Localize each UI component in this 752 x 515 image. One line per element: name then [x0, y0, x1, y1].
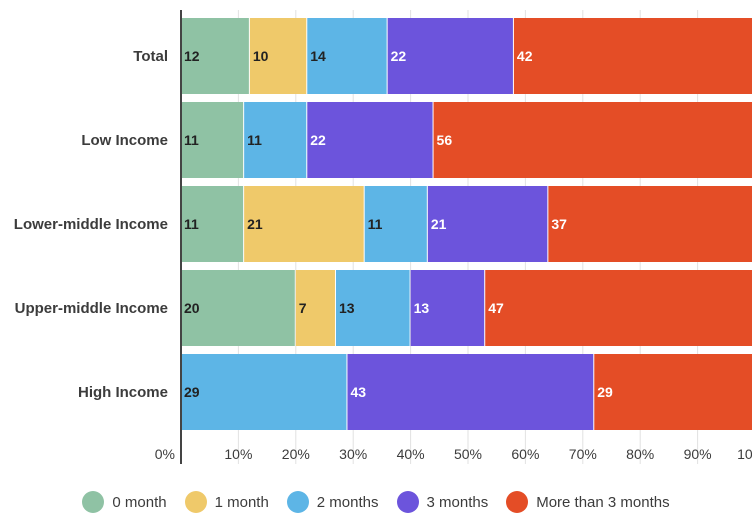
category-label: Upper-middle Income: [15, 300, 168, 317]
category-label: Lower-middle Income: [14, 216, 168, 233]
legend-item: 2 months: [286, 491, 379, 513]
data-label: 22: [391, 48, 407, 64]
category-label: High Income: [78, 384, 168, 401]
legend-swatch: [82, 491, 105, 513]
data-label: 22: [310, 132, 326, 148]
category-label: Low Income: [81, 132, 168, 149]
stacked-bar-chart: 12 10 14 22 42 11 11 22 56 11 21 11 21 37 20 7 13 13 47 29 4…: [14, 10, 752, 464]
legend-swatch: [506, 491, 529, 513]
bar-segment: [387, 18, 513, 94]
bar-segment: [594, 354, 752, 430]
x-tick-label: 70%: [569, 446, 597, 462]
bar-segment: [181, 270, 295, 346]
x-tick-label: 10%: [224, 446, 252, 462]
bar-segment: [307, 102, 433, 178]
x-tick-label: 0%: [155, 446, 175, 462]
data-label: 47: [488, 300, 504, 316]
bar-segment: [433, 102, 752, 178]
data-label: 11: [184, 132, 199, 148]
legend-item: 0 month: [82, 491, 167, 513]
legend-item: 1 month: [184, 491, 269, 513]
legend-label: More than 3 months: [536, 493, 670, 511]
bar-segment: [244, 186, 364, 262]
legend-label: 2 months: [316, 493, 379, 511]
data-label: 37: [551, 216, 567, 232]
x-axis-tick-labels: 0% 10% 20% 30% 40% 50% 60% 70% 80% 90% 100%: [155, 446, 752, 462]
data-label: 14: [310, 48, 326, 64]
x-tick-label: 100%: [737, 446, 752, 462]
bar-segment: [410, 270, 485, 346]
legend: 0 month 1 month 2 months 3 months More than …: [0, 490, 752, 514]
data-label: 13: [414, 300, 430, 316]
data-label: 11: [184, 216, 199, 232]
bar-segment: [295, 270, 335, 346]
data-label: 7: [299, 300, 307, 316]
segment-labels: 12 10 14 22 42 11 11 22 56 11 21 11 21 37 20 7 13 13 47 29 4…: [184, 48, 613, 400]
legend-label: 3 months: [426, 493, 489, 511]
bar-segment: [485, 270, 752, 346]
data-label: 21: [247, 216, 263, 232]
bar-segment: [181, 18, 249, 94]
data-label: 42: [517, 48, 533, 64]
data-label: 11: [247, 132, 262, 148]
bar-segments: [181, 18, 752, 430]
bar-segment: [249, 18, 307, 94]
x-tick-label: 60%: [511, 446, 539, 462]
x-tick-label: 90%: [684, 446, 712, 462]
x-tick-label: 20%: [282, 446, 310, 462]
data-label: 20: [184, 300, 200, 316]
data-label: 10: [253, 48, 269, 64]
data-label: 29: [597, 384, 613, 400]
x-tick-label: 50%: [454, 446, 482, 462]
x-tick-label: 30%: [339, 446, 367, 462]
bar-segment: [181, 102, 244, 178]
data-label: 13: [339, 300, 355, 316]
legend-swatch: [286, 491, 309, 513]
category-labels: Total Low Income Lower-middle Income Upper-…: [14, 48, 168, 401]
bar-segment: [244, 102, 307, 178]
legend-swatch: [396, 491, 419, 513]
legend-swatch: [184, 491, 207, 513]
bar-segment: [181, 186, 244, 262]
legend-item: More than 3 months: [506, 491, 670, 513]
bar-segment: [347, 354, 594, 430]
legend-label: 1 month: [214, 493, 269, 511]
bar-segment: [548, 186, 752, 262]
bar-segment: [181, 354, 347, 430]
bar-segment: [364, 186, 427, 262]
legend-item: 3 months: [396, 491, 489, 513]
data-label: 29: [184, 384, 200, 400]
legend-label: 0 month: [112, 493, 167, 511]
category-label: Total: [133, 48, 168, 65]
bar-segment: [427, 186, 548, 262]
x-tick-label: 40%: [397, 446, 425, 462]
bar-segment: [335, 270, 410, 346]
bar-segment: [307, 18, 387, 94]
data-label: 21: [431, 216, 447, 232]
data-label: 12: [184, 48, 200, 64]
data-label: 43: [350, 384, 366, 400]
data-label: 56: [437, 132, 453, 148]
x-tick-label: 80%: [626, 446, 654, 462]
bar-segment: [513, 18, 752, 94]
data-label: 11: [368, 216, 383, 232]
